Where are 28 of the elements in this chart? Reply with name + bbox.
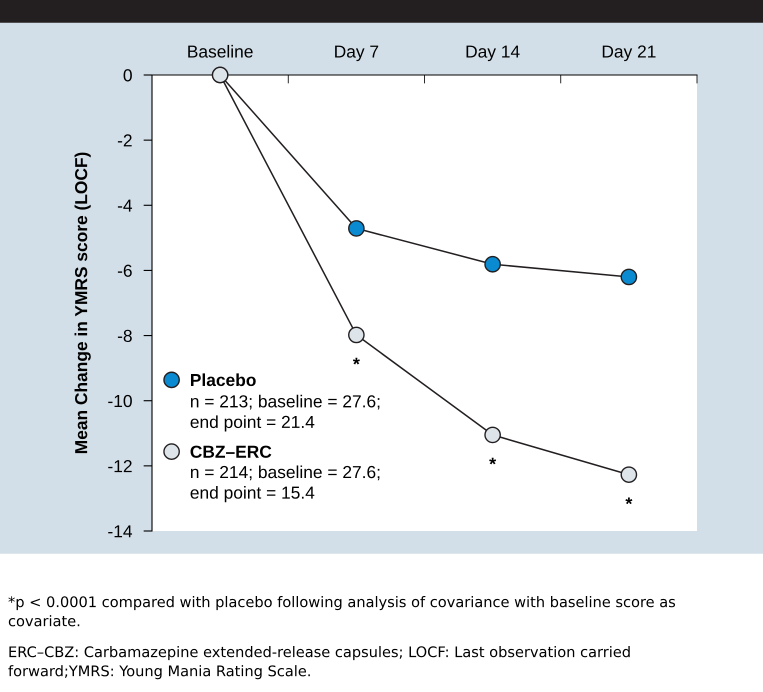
point xyxy=(484,426,501,444)
legend-label: CBZ–ERC xyxy=(190,446,272,458)
x-tick-label: Day 21 xyxy=(602,45,656,62)
annotation: * xyxy=(625,497,632,504)
point xyxy=(620,268,638,286)
y-tick-label: -8 xyxy=(118,330,132,342)
y-tick-label: -6 xyxy=(118,264,132,277)
legend-label: Placebo xyxy=(190,373,256,386)
x-tick-label: Day 14 xyxy=(466,46,520,62)
point xyxy=(348,220,365,237)
annotation: n = 213; baseline = 27.6; end point = 21.4 xyxy=(190,394,380,432)
y-axis-title: Mean Change in YMRS score (LOCF) xyxy=(74,152,91,454)
point xyxy=(620,466,638,483)
y-tick-label: -10 xyxy=(108,394,132,408)
y-tick-label: 0 xyxy=(124,69,132,82)
y-tick-label: -4 xyxy=(118,200,132,212)
text: *p < 0.0001 compared with placebo following analysis of covariance with baseline score as covariate. xyxy=(8,596,676,626)
y-tick-label: -12 xyxy=(108,460,132,472)
y-tick-label: -2 xyxy=(118,134,132,146)
point xyxy=(484,256,501,273)
x-tick-label: Baseline xyxy=(188,44,253,58)
annotation: * xyxy=(352,358,360,364)
y-tick-label: -14 xyxy=(108,525,132,538)
point xyxy=(348,326,365,344)
x-tick-label: Day 7 xyxy=(335,46,378,62)
annotation: * xyxy=(489,458,496,464)
text: ERC–CBZ: Carbamazepine extended-release capsules; LOCF: Last observation carried forward;YMRS: Young Mania Rating Scale. xyxy=(8,646,630,680)
annotation: n = 214; baseline = 27.6; end point = 15.4 xyxy=(190,465,380,502)
